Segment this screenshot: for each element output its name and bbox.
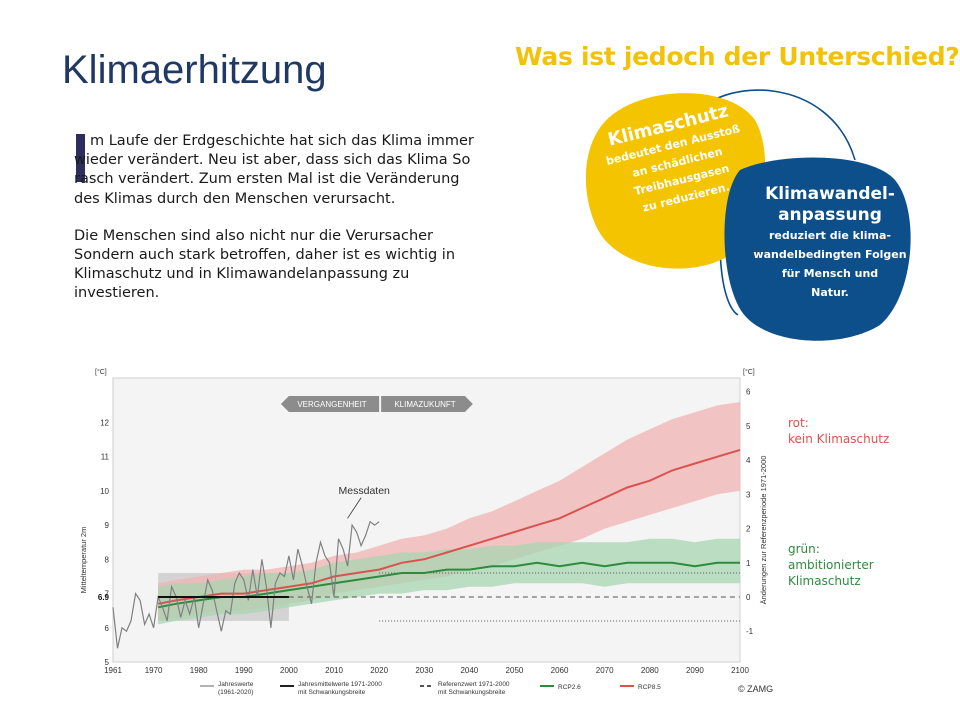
label-green-line-3: Klimaschutz [788, 574, 861, 588]
y-left-tick-5: 10 [100, 487, 109, 496]
x-tick-8: 2040 [460, 666, 478, 675]
label-red-line-2: kein Klimaschutz [788, 432, 890, 446]
legend-label-0-0: Jahreswerte [218, 681, 254, 688]
rcp26-band [158, 538, 741, 625]
y-left-tick-4: 9 [105, 521, 110, 530]
y-left-tick-7: 12 [100, 418, 109, 427]
legend-label-1-0: Jahresmittelwerte 1971-2000 [298, 681, 382, 688]
rcp85-band [158, 402, 741, 621]
y-right-tick-1: 0 [746, 593, 751, 602]
y-left-tick-0: 5 [105, 658, 110, 667]
slide-title: Klimaerhitzung [62, 48, 327, 92]
y-right-tick-6: 5 [746, 422, 751, 431]
legend-label-2-0: Referenzwert 1971-2000 [438, 681, 510, 688]
bubble-graphic: Klimaschutz bedeutet den Ausstoß an schä… [580, 80, 960, 350]
x-tick-10: 2060 [551, 666, 569, 675]
x-tick-0: 1961 [104, 666, 122, 675]
yellow-bubble [585, 93, 766, 269]
blue-bubble-line-3: für Mensch und [781, 267, 879, 280]
label-green: grün: ambitionierter Klimaschutz [788, 541, 874, 589]
y-left-unit: [°C] [95, 368, 107, 376]
legend-label-0-1: (1961-2020) [218, 689, 253, 696]
future-arrow [381, 396, 473, 412]
dropcap-bar [76, 134, 85, 182]
copyright: © ZAMG [738, 684, 773, 694]
blue-bubble-text: Klimawandel- anpassung reduziert die kli… [745, 184, 915, 302]
x-tick-3: 1990 [235, 666, 253, 675]
y-right-tick-2: 1 [746, 559, 751, 568]
annotation-pointer [347, 497, 362, 519]
x-tick-12: 2080 [641, 666, 659, 675]
bubble-svg [585, 89, 911, 341]
annotation-messdaten: Messdaten [339, 485, 391, 497]
blue-bubble-title-1: Klimawandel- [765, 184, 895, 204]
x-tick-11: 2070 [596, 666, 614, 675]
blue-bubble-title-2: anpassung [778, 205, 882, 225]
climate-chart: 5 6 7 8 9 10 11 12 6.9 [°C] Mitteltemperatur 2m -1 0… [79, 358, 960, 698]
y-left-tick-2: 7 [105, 590, 110, 599]
arrow-past-label: VERGANGENHEIT [297, 400, 366, 409]
y-right-unit: [°C] [743, 368, 755, 376]
label-green-line-1: grün: [788, 542, 820, 556]
rcp85-line [157, 448, 741, 605]
y-left-tick-3: 8 [105, 555, 110, 564]
y-left-label: Mitteltemperatur 2m [79, 527, 88, 594]
x-tick-5: 2010 [325, 666, 343, 675]
x-tick-14: 2100 [731, 666, 749, 675]
x-tick-6: 2020 [370, 666, 388, 675]
x-tick-7: 2030 [415, 666, 433, 675]
y-left-tick-1: 6 [105, 624, 110, 633]
x-tick-4: 2000 [280, 666, 298, 675]
y-right-tick-0: -1 [746, 627, 754, 636]
arrow-future-label: KLIMAZUKUNFT [394, 400, 455, 409]
x-tick-2: 1980 [190, 666, 208, 675]
headline: Was ist jedoch der Unterschied? [515, 42, 960, 71]
y-right-tick-3: 2 [746, 525, 751, 534]
label-red-line-1: rot: [788, 416, 809, 430]
legend-label-2-1: mit Schwankungsbreite [438, 689, 506, 696]
blue-bubble-line-1: reduziert die klima- [769, 229, 891, 242]
label-red: rot: kein Klimaschutz [788, 415, 889, 447]
label-green-line-2: ambitionierter [788, 558, 874, 572]
y-right-label: Änderungen zur Referenzperiode 1971-2000 [759, 456, 768, 605]
text-block: m Laufe der Erdgeschichte hat sich das K… [74, 132, 474, 304]
paragraph-2: Die Menschen sind also nicht nur die Ver… [74, 227, 456, 302]
y-right-tick-4: 3 [746, 490, 751, 499]
rcp26-line [157, 561, 740, 609]
y-right-tick-5: 4 [746, 456, 751, 465]
paragraph-1: m Laufe der Erdgeschichte hat sich das K… [74, 133, 474, 207]
legend-label-4-0: RCP8.5 [638, 684, 661, 691]
x-tick-1: 1970 [145, 666, 163, 675]
legend-label-3-0: RCP2.6 [558, 684, 581, 691]
past-arrow [280, 396, 380, 412]
x-tick-9: 2050 [506, 666, 524, 675]
observations-line [112, 520, 380, 649]
y-right-tick-7: 6 [746, 388, 751, 397]
y-left-ref-value: 6.9 [98, 593, 110, 602]
blue-bubble [724, 157, 911, 341]
x-tick-13: 2090 [686, 666, 704, 675]
legend-label-1-1: mit Schwankungsbreite [298, 689, 366, 696]
blue-bubble-line-2: wandelbedingten Folgen [753, 248, 907, 261]
y-left-tick-6: 11 [101, 453, 110, 462]
blue-bubble-line-4: Natur. [811, 286, 849, 299]
